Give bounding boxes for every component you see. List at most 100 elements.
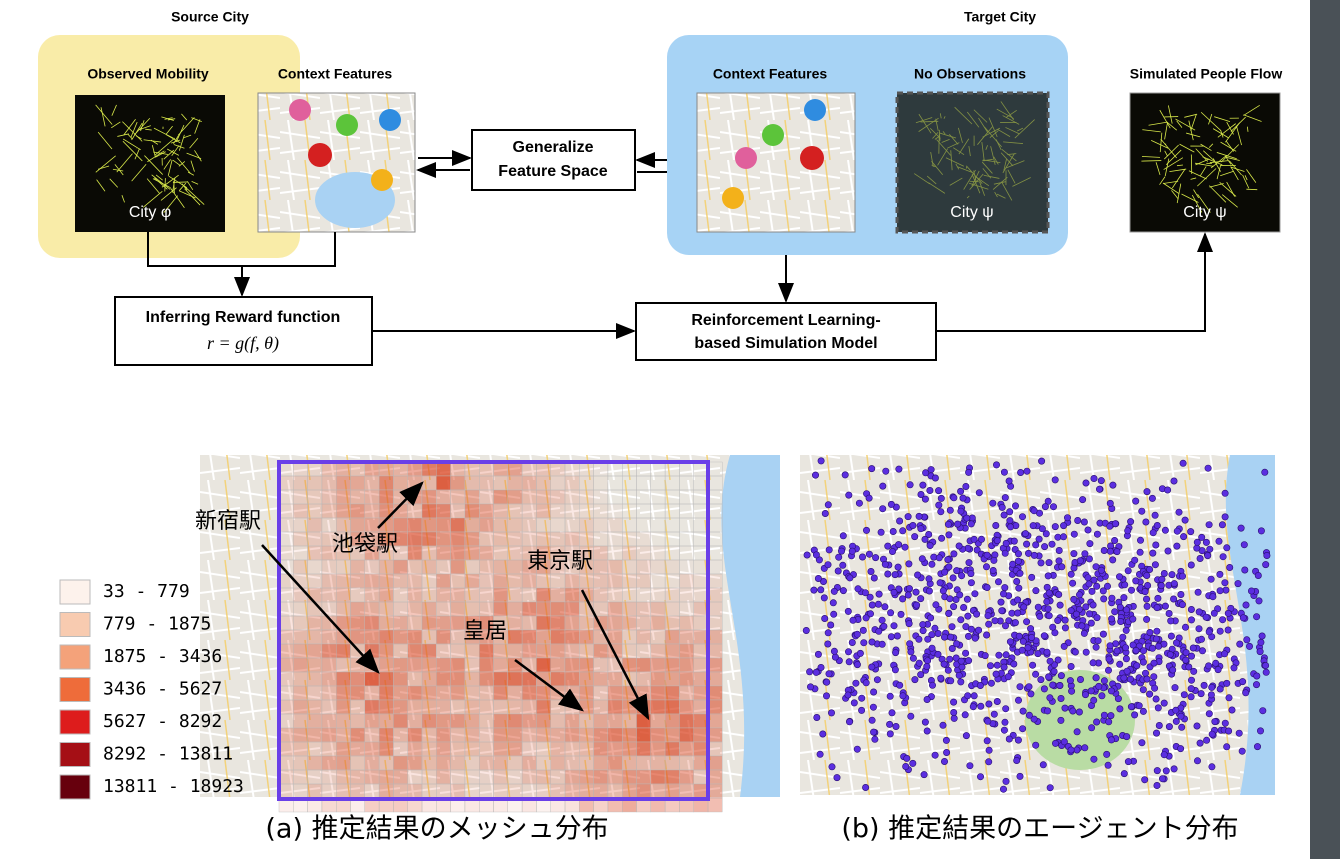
agent-dot	[965, 657, 973, 665]
mesh-cell	[307, 685, 323, 701]
mesh-cell	[378, 783, 394, 799]
agent-dot	[940, 633, 948, 641]
flow-line	[153, 127, 174, 139]
agent-dot	[945, 563, 953, 571]
mesh-cell	[393, 489, 408, 505]
agent-dot	[913, 601, 921, 609]
mesh-cell	[364, 643, 380, 659]
agent-dot	[828, 763, 836, 771]
mesh-cell	[536, 503, 551, 519]
mesh-cell	[693, 769, 709, 785]
mesh-cell	[636, 671, 652, 687]
flow-line	[191, 181, 199, 185]
mesh-cell	[450, 503, 466, 519]
agent-dot	[803, 551, 811, 559]
mesh-cell	[593, 601, 609, 617]
mesh-cell	[393, 559, 408, 575]
agent-dot	[1029, 522, 1037, 530]
agent-dot	[868, 465, 876, 473]
mesh-cell	[607, 573, 623, 589]
agent-dot	[1193, 722, 1201, 730]
flow-line	[1230, 167, 1239, 181]
agent-dot	[1253, 672, 1261, 680]
agent-dot	[1077, 675, 1085, 683]
agent-dot	[855, 499, 863, 507]
mesh-cell	[278, 699, 294, 715]
agent-dot	[882, 467, 890, 475]
mesh-cell	[378, 559, 394, 575]
agent-dot	[1002, 777, 1010, 785]
agent-dot	[983, 631, 991, 639]
mesh-cell	[321, 587, 337, 603]
flow-line	[992, 176, 1008, 190]
agent-dot	[1165, 723, 1173, 731]
agent-dot	[887, 633, 895, 641]
mesh-cell	[479, 769, 494, 785]
mesh-cell	[693, 629, 709, 645]
mesh-cell	[350, 489, 366, 505]
agent-dot	[1099, 587, 1107, 595]
mesh-cell	[278, 685, 294, 701]
agent-dot	[1056, 681, 1064, 689]
agent-dot	[1088, 724, 1096, 732]
agent-dot	[985, 700, 993, 708]
agent-dot	[1006, 508, 1014, 516]
mesh-cell	[707, 685, 723, 701]
agent-dot	[817, 663, 825, 671]
agent-dot	[1032, 541, 1040, 549]
mesh-cell	[436, 671, 451, 687]
mesh-cell	[364, 741, 380, 757]
flow-line	[1246, 188, 1258, 191]
agent-dot	[1194, 757, 1202, 765]
agent-dot	[1159, 775, 1167, 783]
mesh-cell	[321, 769, 337, 785]
mesh-cell	[693, 615, 709, 631]
mesh-cell	[464, 503, 480, 519]
mesh-cell	[436, 713, 451, 729]
mesh-cell	[421, 755, 437, 771]
flow-line	[1003, 141, 1023, 144]
mesh-cell	[693, 713, 709, 729]
agent-dot	[1113, 548, 1121, 556]
agent-dot	[813, 713, 821, 721]
mesh-cell	[679, 475, 694, 491]
agent-dot	[975, 489, 983, 497]
mesh-cell	[293, 657, 308, 673]
agent-dot	[987, 679, 995, 687]
agent-dot	[829, 599, 837, 607]
mesh-cell	[707, 699, 723, 715]
flow-line	[934, 135, 940, 140]
mesh-cell	[650, 629, 666, 645]
agent-dot	[928, 644, 936, 652]
agent-dot	[1057, 672, 1065, 680]
mesh-cell	[293, 727, 308, 743]
label: Target City	[964, 9, 1036, 25]
mesh-cell	[364, 615, 380, 631]
agent-dot	[1068, 687, 1076, 695]
mesh-cell	[436, 685, 451, 701]
mesh-cell	[622, 461, 637, 477]
mesh-cell	[393, 713, 408, 729]
mesh-cell	[550, 587, 566, 603]
agent-dot	[995, 651, 1003, 659]
mesh-cell	[664, 643, 680, 659]
mesh-cell	[350, 601, 366, 617]
mesh-cell	[622, 503, 637, 519]
agent-dot	[1170, 477, 1178, 485]
mesh-cell	[436, 657, 451, 673]
agent-dot	[911, 533, 919, 541]
mesh-cell	[393, 517, 408, 533]
mesh-cell	[407, 461, 423, 477]
mesh-cell	[293, 755, 308, 771]
mesh-cell	[536, 769, 551, 785]
flow-line	[996, 193, 1006, 199]
agent-dot	[1092, 674, 1100, 682]
agent-dot	[1080, 518, 1088, 526]
mesh-cell	[579, 685, 594, 701]
flow-line	[984, 126, 1002, 148]
agent-dot	[868, 601, 876, 609]
agent-dot	[1230, 664, 1238, 672]
flow-line	[1200, 111, 1222, 131]
flow-line	[1246, 126, 1249, 132]
flow-line	[172, 159, 181, 166]
